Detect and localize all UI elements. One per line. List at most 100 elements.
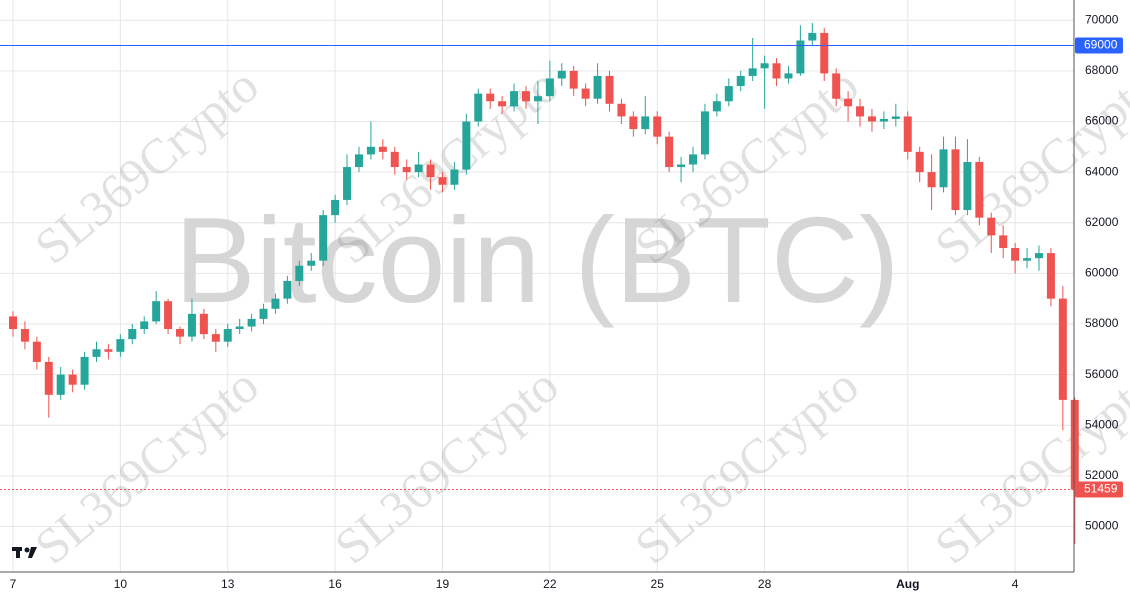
candle-body	[975, 161, 984, 218]
y-tick-label: 64000	[1085, 164, 1119, 178]
candle-body	[295, 265, 304, 281]
candle-body	[999, 235, 1008, 249]
candle-body	[724, 86, 733, 102]
x-tick-label: 4	[1012, 577, 1019, 591]
candle-body	[20, 329, 29, 342]
y-tick-label: 58000	[1085, 316, 1119, 330]
candle-body	[581, 88, 590, 99]
y-tick-label: 60000	[1085, 266, 1119, 280]
candle-body	[402, 167, 411, 173]
candle-body	[987, 217, 996, 236]
candle-body	[951, 149, 960, 211]
candle-body	[462, 121, 471, 170]
candle-body	[414, 164, 423, 173]
candle-body	[557, 70, 566, 79]
candle-body	[593, 75, 602, 99]
candle-body	[199, 313, 208, 335]
candle-body	[223, 329, 232, 342]
candle-body	[856, 106, 865, 117]
candle-body	[390, 151, 399, 168]
candle-body	[354, 154, 363, 168]
candle-body	[450, 169, 459, 185]
candle-body	[104, 349, 113, 352]
y-tick-label: 70000	[1085, 12, 1119, 26]
y-tick-label: 68000	[1085, 63, 1119, 77]
y-tick-label: 66000	[1085, 114, 1119, 128]
candle-body	[653, 116, 662, 137]
candle-body	[32, 341, 41, 362]
candle-body	[331, 199, 340, 216]
y-tick-label: 52000	[1085, 468, 1119, 482]
candle-body	[235, 326, 244, 330]
x-tick-label: 13	[221, 577, 235, 591]
candle-body	[760, 63, 769, 69]
candle-body	[533, 96, 542, 102]
x-tick-label: 16	[328, 577, 342, 591]
candle-body	[176, 329, 185, 337]
candle-body	[832, 73, 841, 99]
candle-body	[259, 308, 268, 319]
candle-body	[319, 215, 328, 261]
candle-body	[641, 116, 650, 130]
candle-body	[474, 93, 483, 122]
candle-body	[164, 301, 173, 330]
last-price-label: 51459	[1084, 482, 1118, 496]
candle-body	[1046, 253, 1055, 299]
candle-body	[939, 149, 948, 188]
candle-body	[784, 73, 793, 79]
candle-body	[617, 103, 626, 117]
candle-body	[903, 116, 912, 152]
candle-body	[629, 116, 638, 130]
candle-body	[343, 167, 352, 200]
candle-body	[187, 313, 196, 337]
candle-body	[283, 280, 292, 299]
candle-body	[498, 101, 507, 107]
candle-body	[116, 339, 125, 352]
candle-body	[748, 68, 757, 76]
candle-body	[736, 75, 745, 87]
candle-body	[92, 349, 101, 357]
candle-body	[677, 164, 686, 168]
candle-body	[247, 318, 256, 327]
candle-body	[820, 32, 829, 74]
tv-logo	[12, 547, 37, 558]
candle-body	[605, 75, 614, 104]
candle-body	[712, 101, 721, 112]
candle-body	[1058, 298, 1067, 400]
candle-body	[56, 374, 65, 395]
candle-body	[927, 172, 936, 188]
candle-body	[1070, 399, 1079, 490]
x-tick-label: 10	[114, 577, 128, 591]
y-tick-label: 56000	[1085, 367, 1119, 381]
candle-body	[152, 301, 161, 322]
candle-body	[545, 78, 554, 97]
candle-body	[772, 63, 781, 79]
candle-body	[700, 111, 709, 155]
candle-body	[271, 298, 280, 309]
candle-body	[915, 151, 924, 173]
candle-body	[569, 70, 578, 89]
candle-body	[689, 154, 698, 165]
x-tick-label: 25	[651, 577, 665, 591]
candle-body	[1011, 248, 1020, 261]
candle-body	[438, 177, 447, 185]
x-tick-label: 22	[543, 577, 557, 591]
last-price-label-bg	[1075, 481, 1123, 498]
candle-body	[867, 116, 876, 122]
candle-body	[1023, 258, 1032, 261]
candle-body	[808, 32, 817, 41]
candle-body	[128, 329, 137, 340]
x-tick-label: 19	[436, 577, 450, 591]
price-label-bg	[1075, 37, 1123, 54]
candle-body	[80, 356, 89, 385]
y-tick-label: 50000	[1085, 519, 1119, 533]
candle-body	[307, 260, 316, 266]
candle-body	[879, 118, 888, 122]
watermark: Bitcoin (BTC)	[174, 192, 899, 328]
candle-body	[486, 93, 495, 102]
x-tick-label: Aug	[896, 577, 919, 591]
candle-body	[140, 321, 149, 330]
candle-body	[1034, 253, 1043, 259]
